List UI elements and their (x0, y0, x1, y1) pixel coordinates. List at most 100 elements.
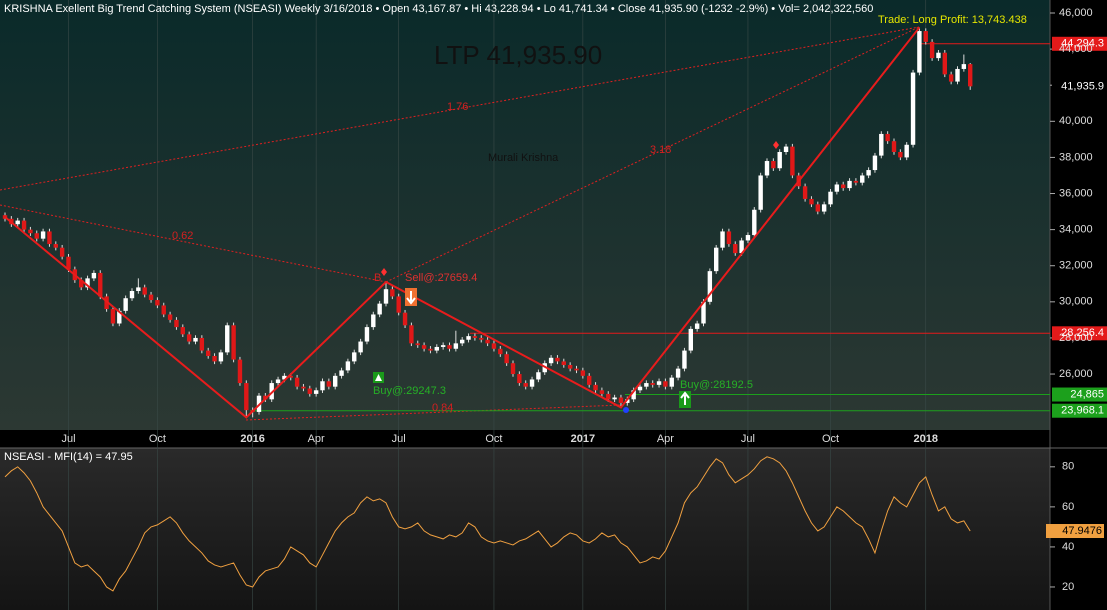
x-tick-label: Jul (61, 433, 75, 445)
candle-body (815, 204, 820, 212)
candle-body (790, 146, 795, 176)
candle-body (580, 370, 586, 376)
y-tick-label: 40 (1062, 541, 1074, 553)
candle-body (199, 337, 205, 351)
candle-body (491, 343, 497, 349)
candle-body (669, 377, 674, 387)
price-axis (1050, 0, 1107, 610)
candle-body (275, 379, 281, 384)
dotted-line (245, 404, 622, 421)
candle-body (821, 204, 827, 212)
candle-body (91, 272, 97, 279)
candle-body (802, 186, 808, 199)
ltp-label: LTP 41,935.90 (434, 40, 602, 70)
level-tag (1052, 36, 1107, 51)
y-tick-label: 28,000 (1059, 332, 1093, 344)
candle-body (40, 231, 46, 239)
candle-body (955, 68, 960, 82)
y-tick-label: 26,000 (1059, 368, 1093, 380)
trend-zigzag (4, 26, 921, 419)
candle-body (282, 375, 287, 380)
candle-body (129, 290, 135, 299)
candles (2, 27, 973, 418)
candle-body (948, 74, 954, 82)
candle-body (364, 327, 370, 342)
candle-body (682, 350, 687, 369)
candle-body (218, 352, 224, 362)
y-tick-label: 46,000 (1059, 7, 1093, 19)
candle-body (47, 231, 52, 245)
x-tick-label: Apr (308, 433, 325, 445)
date-strip (0, 430, 1050, 448)
candle-body (59, 247, 65, 257)
annotation: 0.84 (432, 402, 453, 414)
signal-label: Buy@:29247.3 (373, 385, 446, 397)
level-tag (1052, 403, 1107, 418)
candle-body (34, 233, 39, 239)
y-tick-label: 32,000 (1059, 260, 1093, 272)
x-tick-label: Apr (657, 433, 674, 445)
candle-body (891, 141, 897, 152)
candle-body (758, 175, 763, 210)
candle-body (764, 161, 770, 176)
candle-body (225, 325, 230, 353)
candle-body (371, 314, 376, 328)
candle-body (771, 161, 776, 169)
x-tick-label: 2018 (914, 433, 938, 445)
candle-body (923, 31, 928, 42)
last-price-tag (1052, 79, 1107, 94)
candle-body (517, 374, 522, 384)
x-tick-label: Oct (822, 433, 839, 445)
candle-body (288, 375, 293, 378)
candle-body (841, 184, 846, 189)
candle-body (167, 314, 173, 320)
candle-body (567, 365, 573, 369)
y-tick-label: 80 (1062, 461, 1074, 473)
candle-body (745, 235, 751, 241)
candle-body (853, 180, 859, 183)
level-tag-label: 24,865 (1070, 388, 1104, 400)
annotation: 3.18 (650, 144, 671, 156)
candle-body (656, 381, 662, 385)
candle-body (142, 287, 147, 295)
candle-body (625, 399, 630, 403)
candle-body (828, 191, 833, 205)
x-tick-label: Jul (392, 433, 406, 445)
candle-body (555, 357, 560, 362)
candle-body (66, 256, 71, 270)
candle-body (136, 287, 141, 291)
y-tick-label: 38,000 (1059, 151, 1093, 163)
candle-body (237, 359, 243, 384)
levels (250, 36, 1107, 418)
y-tick-label: 60 (1062, 501, 1074, 513)
candle-body (783, 146, 789, 152)
candle-body (936, 52, 941, 59)
candle-body (847, 180, 852, 189)
candle-body (898, 151, 903, 158)
candle-body (593, 384, 598, 391)
candle-body (104, 296, 109, 310)
overlay (4, 26, 921, 419)
signal-label: Buy@:28192.5 (680, 379, 753, 391)
candle-body (904, 144, 909, 158)
annotation: 0.62 (172, 230, 193, 242)
candle-body (352, 352, 357, 362)
candle-body (307, 388, 312, 394)
candle-body (333, 375, 338, 387)
candle-body (510, 363, 516, 375)
candle-body (320, 381, 325, 391)
candle-body (28, 229, 33, 234)
candle-body (110, 309, 116, 324)
candle-body (885, 133, 890, 142)
candle-body (752, 209, 757, 236)
candle-body (663, 381, 668, 387)
candle-body (447, 345, 452, 349)
candle-body (910, 72, 916, 145)
dotted-line (0, 204, 387, 283)
y-tick-label: 40,000 (1059, 115, 1093, 127)
x-tick-label: 2017 (571, 433, 595, 445)
candle-body (263, 395, 268, 400)
dotted-line (0, 26, 920, 191)
candle-body (390, 289, 395, 297)
